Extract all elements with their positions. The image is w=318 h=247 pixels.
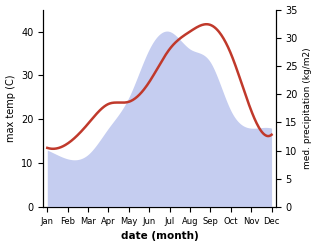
Y-axis label: max temp (C): max temp (C) <box>5 75 16 142</box>
Y-axis label: med. precipitation (kg/m2): med. precipitation (kg/m2) <box>303 48 313 169</box>
X-axis label: date (month): date (month) <box>121 231 198 242</box>
